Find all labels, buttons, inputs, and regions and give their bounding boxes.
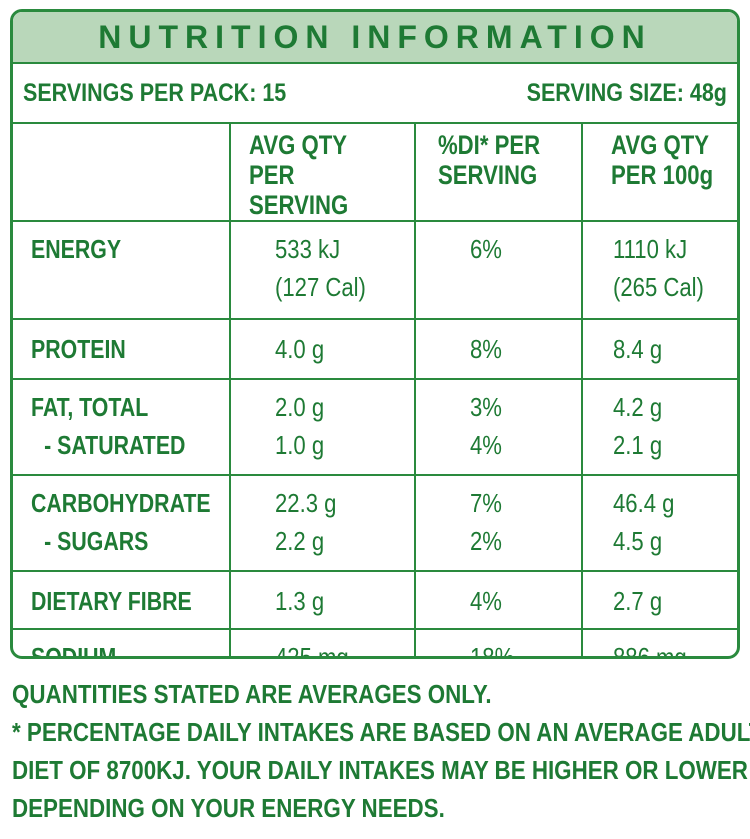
energy-serving-cal: (127 Cal) [275,272,366,302]
nutrient-subname: - SUGARS [44,526,149,556]
footnotes: QUANTITIES STATED ARE AVERAGES ONLY. * P… [12,675,750,827]
energy-di: 6% [470,234,502,264]
fibre-serving: 1.3 g [275,586,325,616]
servings-per-pack: SERVINGS PER PACK: 15 [23,78,287,107]
table-row-energy: ENERGY 533 kJ (127 Cal) 6% 1110 kJ (265 … [13,220,737,320]
nutrition-table: AVG QTY PER SERVING %DI* PER SERVING AVG Q… [13,124,737,659]
footnote-di-line2: DIET OF 8700KJ. YOUR DAILY INTAKES MAY B… [12,755,748,785]
header-di-per-serving: %DI* PER SERVING [414,124,583,222]
header-row: AVG QTY PER SERVING %DI* PER SERVING AVG Q… [13,124,737,222]
fat-di: 3% [470,392,502,422]
header-avg-per-100g: AVG QTY PER 100g [581,124,737,222]
saturated-per100: 2.1 g [613,430,663,460]
fat-serving: 2.0 g [275,392,325,422]
panel-title: NUTRITION INFORMATION [98,18,652,55]
energy-per100-kj: 1110 kJ [613,234,688,264]
title-bar: NUTRITION INFORMATION [13,12,737,64]
footnote-averages: QUANTITIES STATED ARE AVERAGES ONLY. [12,679,492,709]
table-row-protein: PROTEIN 4.0 g 8% 8.4 g [13,318,737,380]
header-avg-per-serving: AVG QTY PER SERVING [229,124,416,222]
sugars-di: 2% [470,526,502,556]
protein-di: 8% [470,334,502,364]
energy-per100-cal: (265 Cal) [613,272,704,302]
nutrient-name: CARBOHYDRATE [31,488,211,518]
nutrient-subname: - SATURATED [44,430,186,460]
fat-per100: 4.2 g [613,392,663,422]
fibre-per100: 2.7 g [613,586,663,616]
footnote-di-line1: * PERCENTAGE DAILY INTAKES ARE BASED ON … [12,717,750,747]
nutrient-name: FAT, TOTAL [31,392,149,422]
nutrient-name: SODIUM [31,642,117,659]
sodium-serving: 425 mg [275,642,349,659]
nutrition-panel: NUTRITION INFORMATION SERVINGS PER PACK:… [10,9,740,659]
header-empty [13,124,231,222]
table-row-sodium: SODIUM 425 mg 18% 886 mg [13,628,737,659]
carbohydrate-per100: 46.4 g [613,488,675,518]
saturated-serving: 1.0 g [275,430,325,460]
sugars-serving: 2.2 g [275,526,325,556]
carbohydrate-di: 7% [470,488,502,518]
nutrient-name: DIETARY FIBRE [31,586,192,616]
servings-row: SERVINGS PER PACK: 15 SERVING SIZE: 48g [13,64,737,124]
fibre-di: 4% [470,586,502,616]
protein-serving: 4.0 g [275,334,325,364]
nutrient-name: PROTEIN [31,334,126,364]
table-row-fibre: DIETARY FIBRE 1.3 g 4% 2.7 g [13,570,737,630]
carbohydrate-serving: 22.3 g [275,488,337,518]
sugars-per100: 4.5 g [613,526,663,556]
nutrient-name: ENERGY [31,234,122,264]
serving-size: SERVING SIZE: 48g [526,78,727,107]
table-row-carbohydrate: CARBOHYDRATE - SUGARS 22.3 g 2.2 g 7% 2%… [13,474,737,572]
sodium-di: 18% [470,642,515,659]
protein-per100: 8.4 g [613,334,663,364]
sodium-per100: 886 mg [613,642,687,659]
saturated-di: 4% [470,430,502,460]
table-row-fat: FAT, TOTAL - SATURATED 2.0 g 1.0 g 3% 4%… [13,378,737,476]
energy-serving-kj: 533 kJ [275,234,341,264]
footnote-di-line3: DEPENDING ON YOUR ENERGY NEEDS. [12,793,445,823]
